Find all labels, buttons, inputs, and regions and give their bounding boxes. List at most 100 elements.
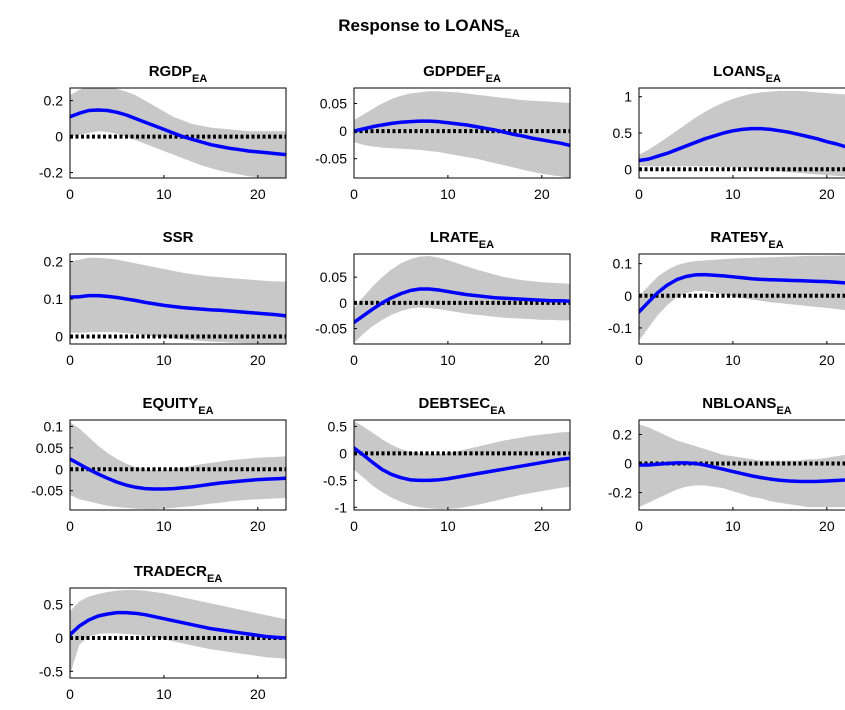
x-tick-label: 10 — [156, 186, 172, 202]
axes-box — [69, 419, 287, 511]
axes-box — [638, 419, 845, 511]
axes-box — [353, 87, 571, 179]
median-response-line — [70, 108, 286, 157]
confidence-band — [639, 90, 845, 177]
plot-area — [639, 424, 845, 508]
y-tick-label: -0.05 — [315, 321, 347, 337]
axes-box — [638, 253, 845, 345]
y-tick-label: 0 — [339, 445, 347, 461]
x-tick-label: 20 — [819, 186, 835, 202]
plot-area — [354, 256, 570, 343]
panel-title: GDPDEFEA — [423, 63, 501, 85]
x-tick-label: 10 — [440, 352, 456, 368]
x-tick-label: 20 — [534, 518, 550, 534]
x-tick-label: 0 — [635, 352, 643, 368]
y-tick-label: -0.2 — [39, 165, 63, 181]
panel-title: TRADECREA — [134, 563, 223, 585]
plot-area — [70, 422, 286, 510]
y-tick-label: -0.05 — [31, 483, 63, 499]
y-tick-label: -0.5 — [39, 663, 63, 679]
y-tick-label: 0.1 — [44, 291, 64, 307]
panel-title: RATE5YEA — [710, 229, 783, 251]
panel-equity: -0.05 0 0.05 0.1 0 10 20 EQUITYEA — [31, 395, 287, 534]
median-response-line — [354, 119, 570, 148]
x-tick-label: 10 — [156, 686, 172, 702]
x-tick-label: 20 — [819, 518, 835, 534]
x-tick-label: 0 — [66, 186, 74, 202]
y-tick-label: -0.2 — [608, 485, 632, 501]
y-tick-label: 0.2 — [44, 254, 64, 270]
panel-debtsec: -1 -0.5 0 0.5 0 10 20 DEBTSECEA — [323, 395, 571, 534]
x-tick-label: 20 — [250, 186, 266, 202]
y-tick-label: 0 — [624, 161, 632, 177]
panel-gdpdef: -0.05 0 0.05 0 10 20 GDPDEFEA — [315, 63, 571, 202]
panel-title: NBLOANSEA — [702, 395, 792, 417]
x-tick-label: 0 — [635, 518, 643, 534]
y-tick-label: 0 — [339, 295, 347, 311]
plot-area — [70, 88, 286, 178]
y-tick-label: 0 — [624, 456, 632, 472]
y-tick-label: 0 — [55, 329, 63, 345]
x-tick-label: 10 — [156, 518, 172, 534]
plot-area — [639, 255, 845, 341]
x-tick-label: 10 — [725, 352, 741, 368]
panel-title: LOANSEA — [713, 63, 781, 85]
median-response-line — [70, 610, 286, 640]
confidence-band — [70, 590, 286, 675]
x-tick-label: 0 — [350, 186, 358, 202]
panel-title: LRATEEA — [430, 229, 494, 251]
x-tick-label: 20 — [250, 518, 266, 534]
panel-title: SSR — [163, 229, 194, 246]
y-tick-label: 0 — [55, 129, 63, 145]
x-tick-label: 20 — [250, 352, 266, 368]
axes-box — [353, 419, 571, 511]
x-tick-label: 0 — [66, 518, 74, 534]
panel-title: EQUITYEA — [142, 395, 213, 417]
figure-title: Response to LOANSEA — [338, 16, 520, 40]
axes-box — [69, 587, 287, 679]
panel-title: DEBTSECEA — [419, 395, 506, 417]
x-tick-label: 10 — [440, 186, 456, 202]
y-tick-label: -0.1 — [608, 320, 632, 336]
confidence-band — [70, 88, 286, 178]
y-tick-label: 0 — [55, 630, 63, 646]
x-tick-label: 0 — [635, 186, 643, 202]
plot-area — [70, 590, 286, 675]
x-tick-label: 20 — [534, 186, 550, 202]
plot-area — [354, 91, 570, 178]
y-tick-label: 0.5 — [44, 597, 64, 613]
panel-nbloans: -0.2 0 0.2 0 10 20 NBLOANSEA — [608, 395, 845, 534]
plot-area — [70, 257, 286, 344]
x-tick-label: 0 — [66, 352, 74, 368]
panel-ssr: 0 0.1 0.2 0 10 20 SSR — [44, 229, 287, 368]
confidence-band — [639, 424, 845, 508]
x-tick-label: 10 — [156, 352, 172, 368]
median-response-line — [70, 293, 286, 318]
y-tick-label: 0 — [55, 461, 63, 477]
y-tick-label: 0.2 — [613, 427, 633, 443]
confidence-band — [354, 421, 570, 509]
y-tick-label: 0.05 — [36, 440, 63, 456]
median-response-line — [70, 457, 286, 491]
median-response-line — [639, 272, 845, 314]
y-tick-label: 0.5 — [613, 125, 633, 141]
x-tick-label: 20 — [819, 352, 835, 368]
y-tick-label: 0.1 — [44, 418, 64, 434]
confidence-band — [354, 91, 570, 178]
confidence-band — [70, 422, 286, 510]
confidence-band — [70, 257, 286, 344]
y-tick-label: 0.05 — [320, 269, 347, 285]
median-response-line — [639, 126, 845, 163]
y-tick-label: 0 — [624, 288, 632, 304]
y-tick-label: 0 — [339, 123, 347, 139]
x-tick-label: 0 — [66, 686, 74, 702]
y-tick-label: -1 — [335, 499, 348, 515]
plot-area — [354, 421, 570, 509]
